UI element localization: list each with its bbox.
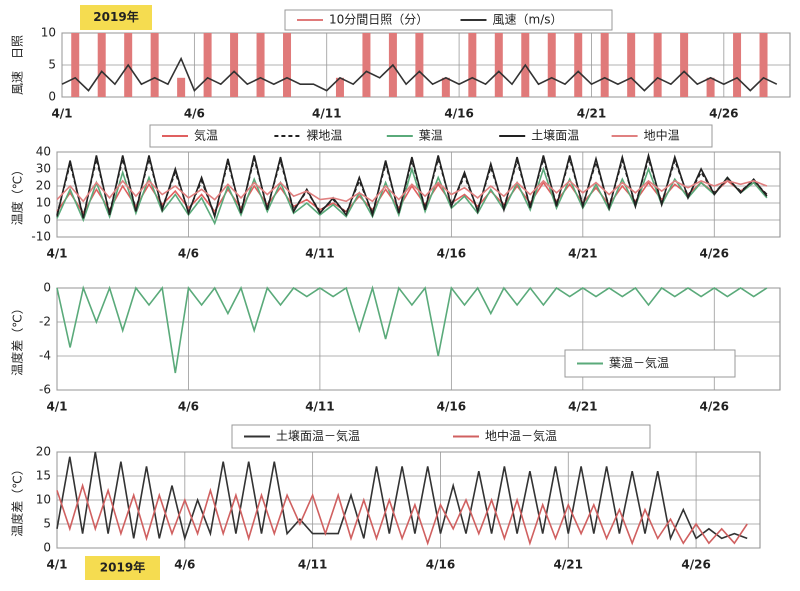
bar <box>71 33 80 97</box>
legend-label: 土壌面温－気温 <box>276 428 360 443</box>
bar <box>706 77 715 97</box>
bar <box>97 33 106 97</box>
legend-label: 葉温－気温 <box>609 355 669 370</box>
y-tick-label: 10 <box>36 196 51 210</box>
bar <box>547 33 556 97</box>
y-tick-label: 20 <box>36 179 51 193</box>
bar <box>415 33 424 97</box>
y-tick-label: 15 <box>36 469 51 483</box>
y-tick-label: 0 <box>48 90 56 104</box>
y-axis-label: 風速 日照 <box>11 35 25 95</box>
x-tick-label: 4/6 <box>178 400 199 414</box>
x-tick-label: 4/6 <box>184 107 205 121</box>
legend-box <box>149 124 713 148</box>
x-tick-label: 4/11 <box>305 400 334 414</box>
series-line <box>56 285 768 374</box>
bar <box>335 77 344 97</box>
x-tick-label: 4/1 <box>46 247 67 261</box>
bar <box>283 33 292 97</box>
annotation: 2019年 <box>93 9 138 24</box>
y-tick-label: -6 <box>39 383 51 397</box>
y-tick-label: 20 <box>36 445 51 459</box>
y-tick-label: 5 <box>43 517 51 531</box>
bar <box>203 33 212 97</box>
x-tick-label: 4/1 <box>46 400 67 414</box>
y-tick-label: 0 <box>43 541 51 555</box>
legend-label: 裸地温 <box>306 128 342 143</box>
bar <box>468 33 477 97</box>
series-line <box>56 155 768 218</box>
bar <box>653 33 662 97</box>
y-tick-label: 10 <box>36 493 51 507</box>
bar <box>177 77 186 97</box>
x-tick-label: 4/16 <box>444 107 473 121</box>
bar <box>680 33 689 97</box>
bar <box>256 33 265 97</box>
y-tick-label: -4 <box>39 349 51 363</box>
series-line <box>56 179 768 215</box>
y-tick-label: -2 <box>39 315 51 329</box>
series-line <box>56 482 748 546</box>
bar <box>600 33 609 97</box>
y-axis-label: 温度（℃） <box>10 164 25 225</box>
x-tick-label: 4/26 <box>709 107 738 121</box>
bar <box>627 33 636 97</box>
y-tick-label: 40 <box>36 145 51 159</box>
x-tick-label: 4/26 <box>700 247 729 261</box>
legend-box <box>284 9 613 31</box>
annotation-box <box>85 556 160 580</box>
legend-label: 10分間日照（分） <box>329 13 428 27</box>
bar <box>733 33 742 97</box>
x-tick-label: 4/16 <box>426 558 455 572</box>
bar <box>362 33 371 97</box>
legend-label: 地中温－気温 <box>485 428 557 443</box>
x-tick-label: 4/21 <box>568 247 597 261</box>
y-tick-label: 0 <box>43 281 51 295</box>
y-tick-label: 30 <box>36 162 51 176</box>
x-tick-label: 4/11 <box>305 247 334 261</box>
legend-label: 土壌面温 <box>531 129 579 143</box>
bar <box>759 33 768 97</box>
bar <box>230 33 239 97</box>
y-tick-label: 10 <box>41 26 56 40</box>
series-line <box>56 451 748 542</box>
x-tick-label: 4/21 <box>577 107 606 121</box>
x-tick-label: 4/26 <box>681 558 710 572</box>
annotation-box <box>80 5 152 30</box>
legend-label: 地中温 <box>644 128 680 143</box>
x-tick-label: 4/21 <box>568 400 597 414</box>
series-line <box>56 166 768 226</box>
x-tick-label: 4/1 <box>46 558 67 572</box>
series-line <box>56 152 768 220</box>
y-tick-label: 5 <box>48 58 56 72</box>
annotation: 2019年 <box>100 560 145 575</box>
bar <box>441 77 450 97</box>
x-tick-label: 4/16 <box>437 247 466 261</box>
x-tick-label: 4/11 <box>312 107 341 121</box>
series-line <box>61 56 778 92</box>
x-tick-label: 4/16 <box>437 400 466 414</box>
bar <box>494 33 503 97</box>
y-axis-label: 温度差（℃） <box>10 302 25 375</box>
bar <box>574 33 583 97</box>
y-tick-label: -10 <box>31 230 51 244</box>
series-line <box>56 179 768 203</box>
legend-label: 葉温 <box>419 129 443 143</box>
legend-box <box>231 424 651 449</box>
x-tick-label: 4/26 <box>700 400 729 414</box>
legend-label: 風速（m/s） <box>493 13 563 27</box>
bar <box>150 33 159 97</box>
x-tick-label: 4/6 <box>178 247 199 261</box>
x-tick-label: 4/11 <box>298 558 327 572</box>
legend-label: 気温 <box>194 128 218 143</box>
y-tick-label: 0 <box>43 213 51 227</box>
x-tick-label: 4/6 <box>174 558 195 572</box>
y-axis-label: 温度差（℃） <box>10 463 25 536</box>
x-tick-label: 4/1 <box>51 107 72 121</box>
x-tick-label: 4/21 <box>554 558 583 572</box>
